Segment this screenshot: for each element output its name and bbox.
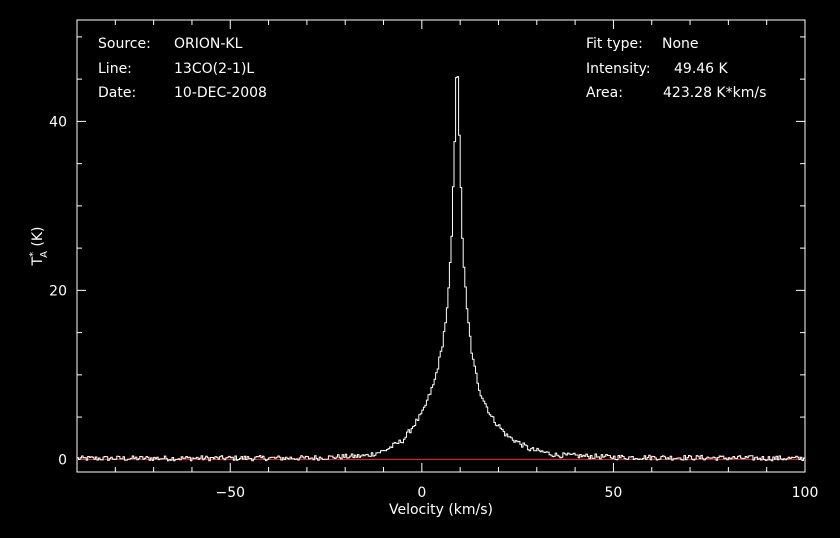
date-label: Date:	[98, 85, 137, 101]
area-label: Area:	[586, 85, 623, 101]
plot-frame	[76, 19, 806, 473]
y-tick-label: 20	[49, 283, 67, 299]
x-tick-label: −50	[215, 485, 245, 501]
intensity-label: Intensity:	[586, 61, 651, 77]
source-value: ORION-KL	[174, 36, 243, 52]
source-label: Source:	[98, 36, 151, 52]
line-label: Line:	[98, 61, 132, 77]
line-value: 13CO(2-1)L	[174, 61, 255, 77]
fit-type-label: Fit type:	[586, 36, 643, 52]
y-axis-label: T*A (K)	[28, 227, 50, 267]
x-tick-label: 100	[792, 485, 819, 501]
area-value: 423.28 K*km/s	[663, 85, 767, 101]
x-tick-label: 0	[417, 485, 426, 501]
fit-type-value: None	[662, 36, 699, 52]
y-tick-label: 40	[49, 114, 67, 130]
intensity-value: 49.46 K	[674, 61, 728, 77]
date-value: 10-DEC-2008	[174, 85, 267, 101]
y-tick-label: 0	[58, 452, 67, 468]
spectrum-line	[77, 76, 805, 462]
x-axis-label: Velocity (km/s)	[389, 502, 493, 518]
x-tick-label: 50	[605, 485, 623, 501]
